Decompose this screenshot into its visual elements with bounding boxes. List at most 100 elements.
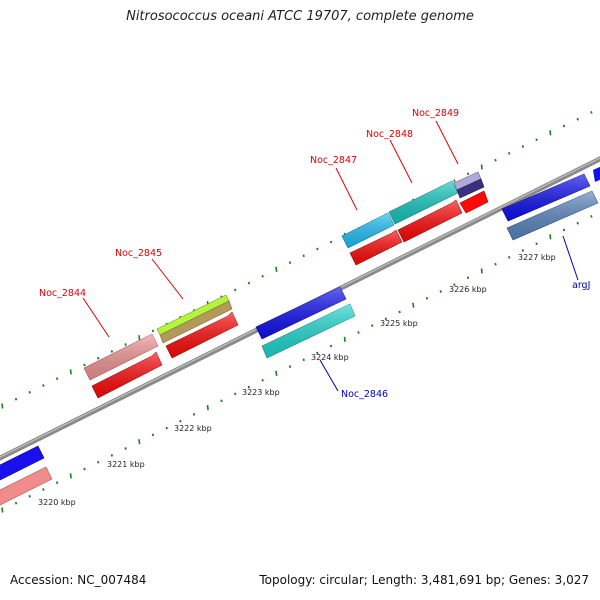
upper-track-tick [261,274,264,278]
lower-track-tick [343,336,346,342]
lower-track-tick [192,413,196,416]
lower-track-tick [247,385,251,389]
lower-track-tick [42,488,45,491]
lower-track-tick [97,460,100,464]
upper-track-tick [549,130,552,136]
upper-track-tick [124,343,127,346]
lower-track-tick [494,262,497,266]
lower-track-tick [124,447,127,450]
upper-track-tick [234,288,237,292]
gene-arrow-red-4[interactable] [397,199,463,243]
tick-label: 3223 kbp [242,388,280,397]
gene-label-argj: argJ [572,280,590,291]
upper-track-tick [453,179,456,183]
upper-track-tick [466,172,470,176]
lower-track-tick [261,378,264,382]
upper-track-tick [494,158,497,162]
lower-track-tick [165,426,168,430]
gene-arrow-red-3[interactable] [349,229,403,266]
upper-track-tick [508,152,511,155]
tick-label: 3221 kbp [107,460,145,469]
lower-track-tick [1,507,4,513]
lower-track-tick [439,290,442,293]
upper-track-tick [302,254,305,258]
accession-text: Accession: NC_007484 [10,573,147,587]
lower-track-tick [508,256,511,259]
gene-arrow-right-partial[interactable] [593,165,600,182]
lower-track-tick [55,481,59,485]
lower-track-tick [83,467,86,471]
gene-arrow-red-2[interactable] [165,311,239,359]
lower-track-tick [398,310,401,314]
gene-arrow-red-5[interactable] [459,190,489,214]
upper-track-tick [55,377,59,381]
tick-tracks [1,111,593,513]
lower-track-tick [521,249,525,252]
lower-track-tick [371,324,374,327]
gene-arrow-noc-2845[interactable] [156,294,233,344]
upper-track-tick [535,138,538,142]
tick-label: 3224 kbp [311,353,349,362]
gene-label-noc-2844: Noc_2844 [39,288,86,299]
gene-label-noc-2846: Noc_2846 [341,389,388,400]
upper-track-tick [151,329,155,333]
gene-arrow-blue-1[interactable] [255,286,347,340]
upper-track-tick [590,111,593,114]
lower-track-tick [549,234,552,240]
gene-arrow-blue-2[interactable] [501,173,591,222]
upper-track-tick [576,117,579,121]
lower-track-tick [234,392,237,396]
lower-track-tick [220,399,223,403]
lower-track-tick [412,302,415,308]
map-title: Nitrosococcus oceani ATCC 19707, complet… [126,9,474,24]
gene-arrows [0,165,600,507]
upper-track-tick [329,240,333,244]
upper-track-tick [42,384,45,387]
gene-label-noc-2845: Noc_2845 [115,248,162,259]
upper-track-tick [562,124,566,128]
upper-track-tick [28,390,31,394]
upper-track-tick [1,403,4,409]
gene-label-noc-2849: Noc_2849 [412,108,459,119]
lower-track-tick [316,351,319,355]
tick-label: 3227 kbp [518,253,556,262]
gene-label-noc-2848: Noc_2848 [366,129,413,140]
gene-label-noc-2847: Noc_2847 [310,155,357,166]
lower-track-tick [466,276,470,280]
upper-track-tick [138,335,141,341]
lower-track-tick [110,454,114,457]
gene-arrow-argj[interactable] [506,190,599,241]
topology-text: Topology: circular; Length: 3,481,691 bp… [259,573,589,587]
tick-labels: 3220 kbp 3221 kbp 3222 kbp 3223 kbp 3224… [38,253,556,507]
lower-track-tick [138,439,141,445]
lower-track-tick [535,242,538,246]
upper-track-tick [288,261,292,264]
gene-arrow-noc-2846[interactable] [261,303,356,359]
lower-track-tick [590,215,593,218]
gene-arrow-left-blue[interactable] [0,445,45,482]
lower-track-tick [288,365,292,368]
gene-arrow-left-pink[interactable] [0,466,53,507]
lower-track-tick [453,283,456,287]
lower-track-tick [151,433,155,437]
lower-track-tick [357,331,360,334]
lower-track-tick [562,228,566,232]
lower-track-tick [384,317,388,321]
gene-arrow-red-1[interactable] [91,351,163,399]
lower-track-tick [302,358,305,362]
lower-track-tick [69,473,72,479]
gene-arrow-noc-2849[interactable] [453,171,485,199]
callout-lines [82,120,579,392]
upper-track-tick [110,350,114,353]
upper-track-tick [480,164,483,170]
lower-track-tick [179,419,182,423]
gene-arrow-noc-2844[interactable] [83,333,159,381]
tick-label: 3222 kbp [174,424,212,433]
lower-track-tick [329,344,333,348]
lower-track-tick [576,221,579,225]
tick-label: 3226 kbp [449,285,487,294]
lower-track-tick [14,501,18,505]
lower-track-tick [275,370,278,376]
gene-arrow-noc-2847[interactable] [341,212,395,249]
